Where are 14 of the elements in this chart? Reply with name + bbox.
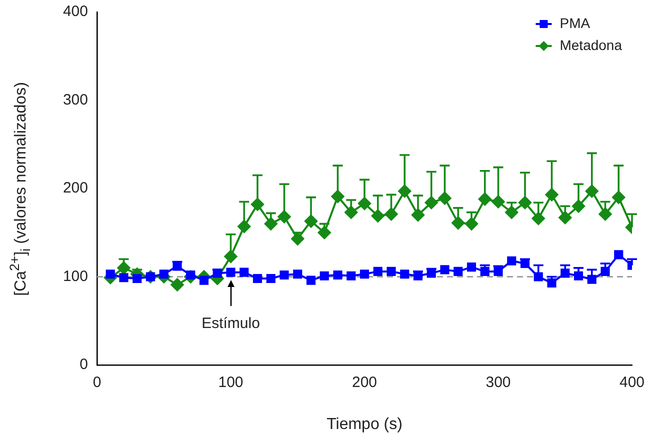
x-tick-label: 300 bbox=[486, 374, 511, 392]
legend-label: Metadona bbox=[560, 36, 622, 53]
y-tick-label: 400 bbox=[62, 3, 88, 20]
x-tick-label: 200 bbox=[352, 374, 378, 392]
y-tick-label: 100 bbox=[62, 268, 88, 285]
y-tick-label: 0 bbox=[80, 356, 88, 374]
x-tick-label: 0 bbox=[92, 374, 102, 392]
x-tick-label: 400 bbox=[619, 374, 645, 392]
annotation: Estímulo bbox=[202, 314, 260, 332]
x-tick-label: 100 bbox=[218, 374, 244, 392]
legend-label: PMA bbox=[560, 14, 591, 31]
y-tick-label: 300 bbox=[62, 91, 88, 108]
x-axis-title: Tiempo (s) bbox=[326, 416, 402, 433]
y-tick-label: 200 bbox=[62, 180, 88, 197]
